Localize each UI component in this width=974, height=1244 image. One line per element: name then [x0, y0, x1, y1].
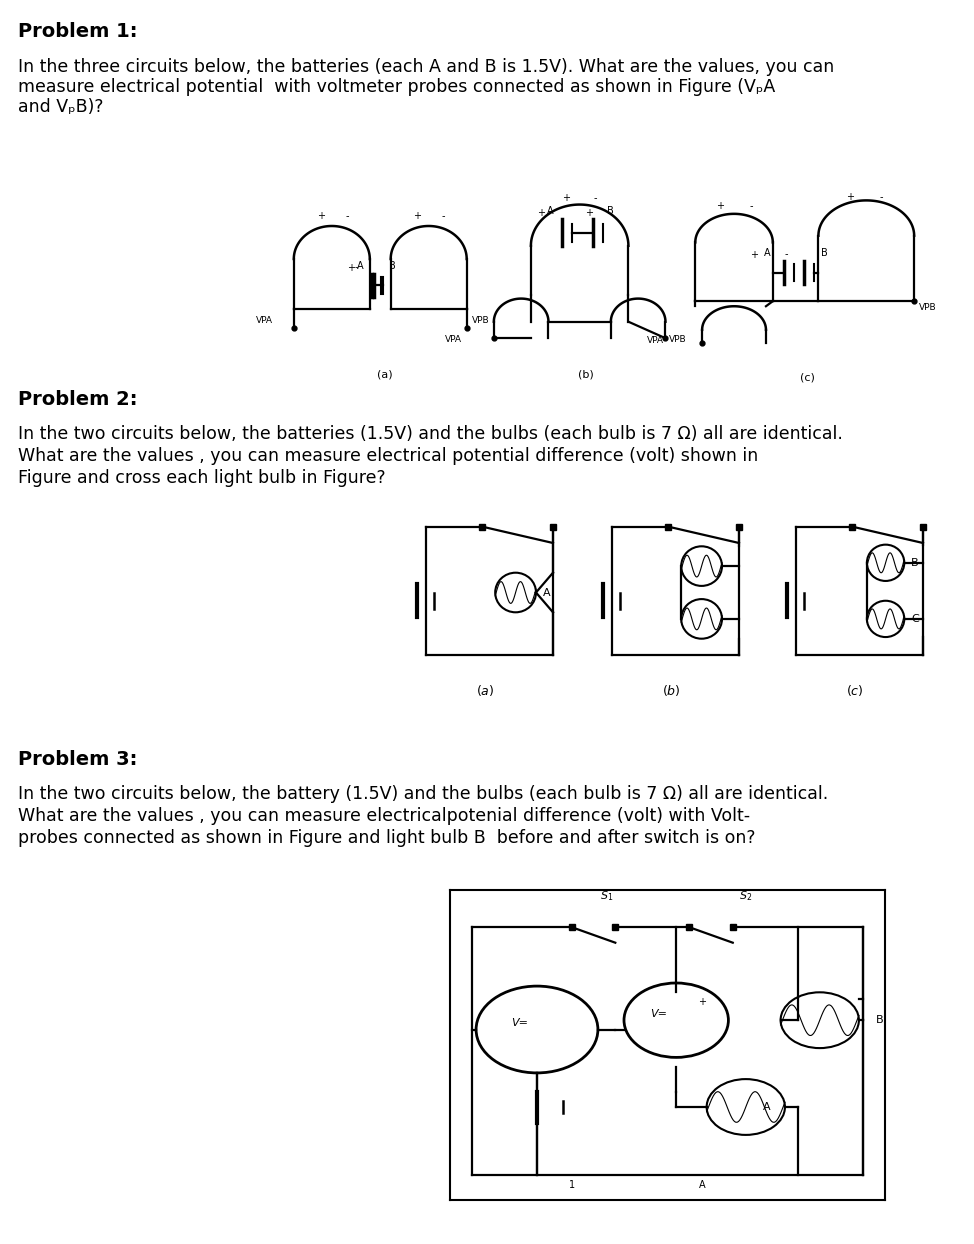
Text: Problem 2:: Problem 2: — [18, 391, 137, 409]
Text: +: + — [414, 211, 422, 221]
Text: B: B — [821, 248, 828, 258]
Text: Problem 1:: Problem 1: — [18, 22, 137, 41]
Text: +: + — [716, 200, 724, 210]
Text: B: B — [877, 1015, 884, 1025]
Text: A: A — [356, 261, 363, 271]
Text: -: - — [345, 211, 349, 221]
Text: In the three circuits below, the batteries (each A and B is 1.5V). What are the : In the three circuits below, the batteri… — [18, 58, 835, 76]
Text: +: + — [347, 262, 355, 272]
Text: In the two circuits below, the batteries (1.5V) and the bulbs (each bulb is 7 Ω): In the two circuits below, the batteries… — [18, 425, 843, 443]
Text: V=: V= — [650, 1009, 667, 1019]
Text: VPA: VPA — [256, 316, 273, 326]
Text: -: - — [784, 250, 788, 260]
Text: and VₚB)?: and VₚB)? — [18, 98, 103, 116]
Text: $S_2$: $S_2$ — [739, 889, 752, 903]
Text: What are the values , you can measure electricalpotenial difference (volt) with : What are the values , you can measure el… — [18, 807, 750, 825]
Text: probes connected as shown in Figure and light bulb B  before and after switch is: probes connected as shown in Figure and … — [18, 829, 756, 847]
Text: VPB: VPB — [918, 302, 936, 311]
Text: A: A — [764, 1102, 770, 1112]
Text: In the two circuits below, the battery (1.5V) and the bulbs (each bulb is 7 Ω) a: In the two circuits below, the battery (… — [18, 785, 828, 802]
Text: +: + — [698, 996, 706, 1006]
Text: $(a)$: $(a)$ — [476, 683, 494, 698]
Text: +: + — [562, 193, 570, 203]
Text: VPA: VPA — [445, 335, 462, 343]
Text: +: + — [317, 211, 324, 221]
Text: +: + — [845, 193, 854, 203]
Text: V=: V= — [511, 1019, 528, 1029]
Text: A: A — [699, 1179, 705, 1189]
Text: A: A — [764, 248, 770, 258]
Text: $S_1$: $S_1$ — [600, 889, 614, 903]
Text: (a): (a) — [377, 369, 393, 379]
Text: 1: 1 — [569, 1179, 575, 1189]
Text: VPB: VPB — [669, 335, 687, 343]
Text: What are the values , you can measure electrical potential difference (volt) sho: What are the values , you can measure el… — [18, 447, 758, 465]
Text: measure electrical potential  with voltmeter probes connected as shown in Figure: measure electrical potential with voltme… — [18, 78, 775, 96]
Text: $(b)$: $(b)$ — [661, 683, 680, 698]
Text: C: C — [911, 613, 918, 624]
Text: -: - — [593, 193, 597, 203]
Text: B: B — [911, 557, 918, 567]
Text: VPA: VPA — [648, 336, 664, 345]
Text: (c): (c) — [800, 372, 814, 382]
Text: B: B — [607, 207, 614, 216]
Text: (b): (b) — [578, 369, 593, 379]
Text: +: + — [750, 250, 758, 260]
Text: A: A — [543, 587, 550, 597]
Text: A: A — [546, 207, 553, 216]
Text: -: - — [880, 193, 883, 203]
Text: +: + — [585, 208, 593, 218]
Text: -: - — [442, 211, 445, 221]
Text: Figure and cross each light bulb in Figure?: Figure and cross each light bulb in Figu… — [18, 469, 386, 486]
Text: -: - — [750, 200, 754, 210]
Text: VPB: VPB — [472, 316, 490, 326]
Text: B: B — [389, 261, 395, 271]
Text: -: - — [355, 262, 358, 272]
Text: $(c)$: $(c)$ — [846, 683, 864, 698]
Text: Problem 3:: Problem 3: — [18, 750, 137, 769]
Text: +: + — [537, 208, 544, 218]
